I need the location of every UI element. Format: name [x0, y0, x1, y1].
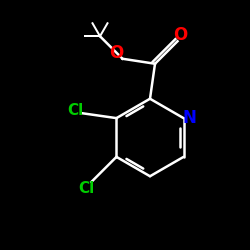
Text: Cl: Cl — [78, 180, 94, 196]
Text: Cl: Cl — [67, 103, 83, 118]
Text: O: O — [109, 44, 123, 62]
Text: O: O — [173, 26, 187, 44]
Text: N: N — [183, 109, 197, 127]
